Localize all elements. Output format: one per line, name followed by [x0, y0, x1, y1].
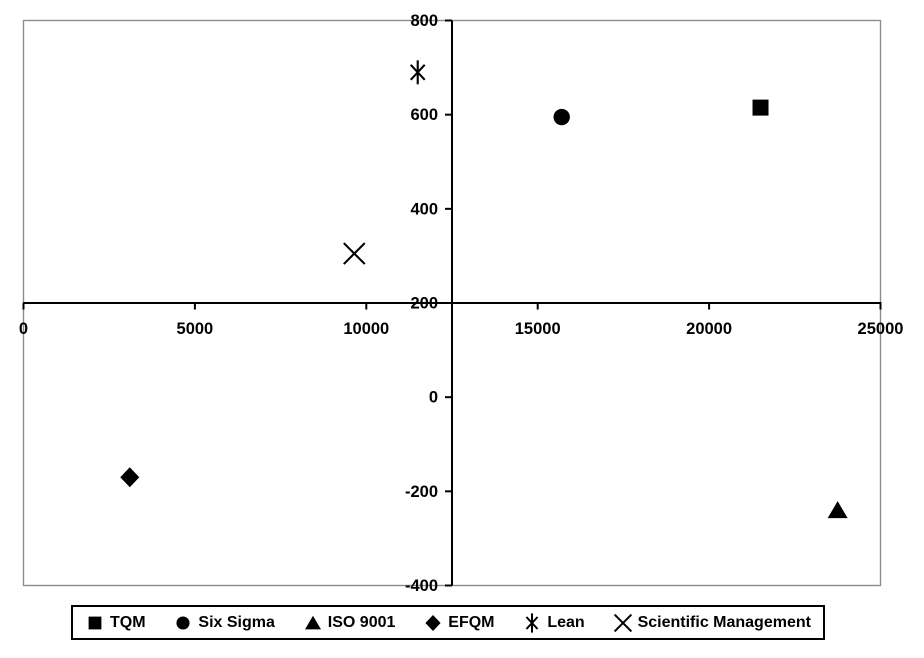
x-tick-label-15000: 15000: [515, 320, 561, 338]
square-marker-icon: [88, 616, 102, 629]
data-point-efqm: [120, 467, 140, 488]
x-tick-label-10000: 10000: [343, 320, 389, 338]
diamond-marker-icon: [425, 614, 441, 631]
x-tick-label-0: 0: [19, 320, 28, 338]
triangle-marker-icon: [304, 615, 321, 629]
y-tick-label-200: 200: [410, 295, 438, 313]
legend-item-efqm: EFQM: [423, 612, 494, 634]
legend-label: ISO 9001: [327, 613, 396, 631]
legend-item-lean: Lean: [522, 612, 585, 634]
legend-item-scientific-management: Scientific Management: [613, 612, 811, 634]
data-point-scientific-management: [343, 242, 366, 265]
asterisk-marker-icon: [526, 612, 539, 633]
scatter-plot-area: 0 5000 10000 15000 20000 25000 800 600 400 200 0 -2…: [19, 12, 904, 595]
x-tick-label-5000: 5000: [177, 320, 214, 338]
legend-label: Lean: [547, 613, 585, 631]
x-tick-label-25000: 25000: [858, 320, 904, 338]
y-tick-label-0: 0: [429, 389, 438, 407]
y-tick-label--200: -200: [405, 483, 438, 501]
data-point-iso-9001: [827, 501, 848, 519]
y-tick-label-400: 400: [410, 200, 438, 218]
circle-marker-icon: [176, 615, 190, 630]
chart-legend: TQM Six Sigma ISO 9001 EFQM Lean Scientific M…: [71, 605, 825, 640]
legend-label: Six Sigma: [198, 613, 275, 631]
legend-label: Scientific Management: [637, 613, 811, 631]
y-tick-label--400: -400: [405, 577, 438, 595]
legend-item-tqm: TQM: [85, 612, 146, 634]
y-tick-label-800: 800: [410, 12, 438, 30]
data-point-six-sigma: [553, 108, 570, 126]
data-point-tqm: [752, 99, 769, 116]
x-tick-label-20000: 20000: [686, 320, 732, 338]
legend-label: TQM: [110, 613, 146, 631]
x-marker-icon: [613, 613, 632, 632]
legend-item-six-sigma: Six Sigma: [173, 612, 275, 634]
data-point-lean: [409, 60, 426, 85]
legend-label: EFQM: [448, 613, 495, 631]
legend-item-iso-9001: ISO 9001: [303, 612, 396, 634]
y-tick-label-600: 600: [410, 106, 438, 124]
